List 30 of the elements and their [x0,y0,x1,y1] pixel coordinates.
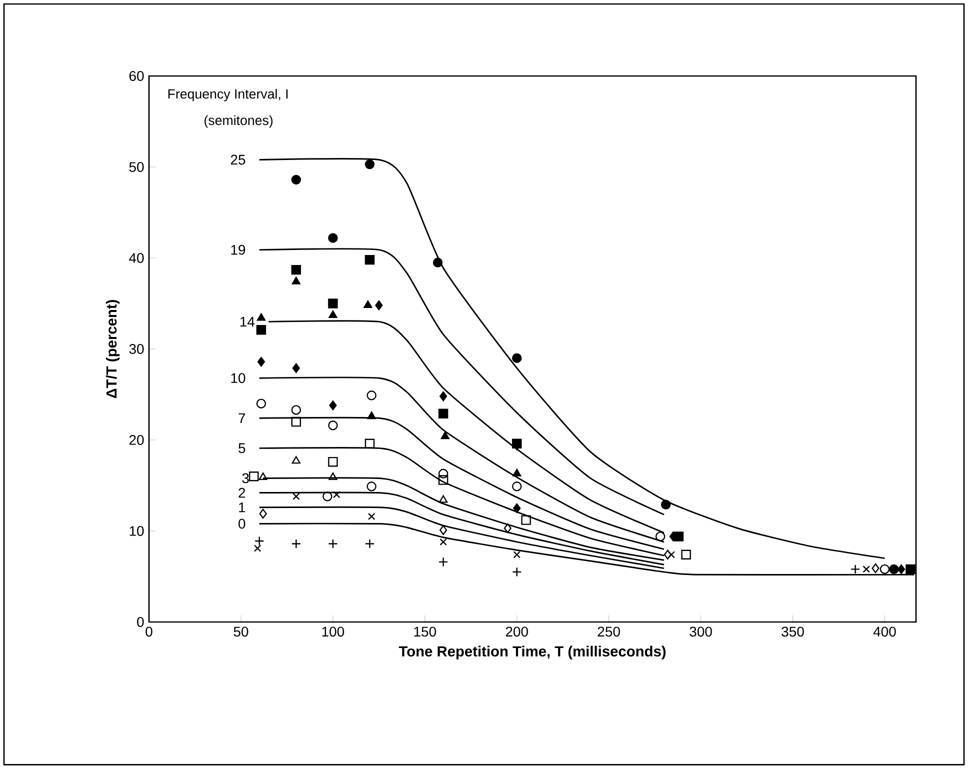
series-label: 0 [238,518,246,529]
x-tick-label: 250 [598,626,620,637]
series-label: 2 [238,488,246,498]
x-tick-label: 50 [234,626,248,637]
series-label: 19 [231,244,246,255]
x-tick-label: 300 [690,626,712,637]
annotation: Frequency Interval, I [168,88,288,102]
y-axis-title: ΔT/T (percent) [106,300,120,398]
x-tick-label: 350 [782,626,804,637]
series-label: 7 [238,413,246,423]
x-tick-label: 150 [414,626,436,637]
x-axis-title: Tone Repetition Time, T (milliseconds) [398,646,666,660]
y-tick-label: 10 [130,526,144,536]
series-label: 1 [239,502,246,512]
y-tick-label: 50 [129,162,144,172]
y-tick-label: 20 [129,435,144,445]
x-tick-label: 100 [322,626,344,637]
y-tick-label: 30 [129,344,144,354]
series-label: 5 [238,443,246,454]
series-label: 25 [230,154,246,165]
y-tick-label: 60 [129,71,144,81]
series-label: 10 [231,373,246,384]
y-tick-label: 0 [137,617,144,627]
x-tick-label: 0 [146,626,152,637]
series-label: 3 [242,473,249,484]
x-tick-label: 400 [873,626,896,637]
y-tick-label: 40 [129,253,144,263]
series-label: 14 [240,316,255,327]
annotation: (semitones) [204,115,273,128]
x-tick-label: 200 [506,626,528,637]
